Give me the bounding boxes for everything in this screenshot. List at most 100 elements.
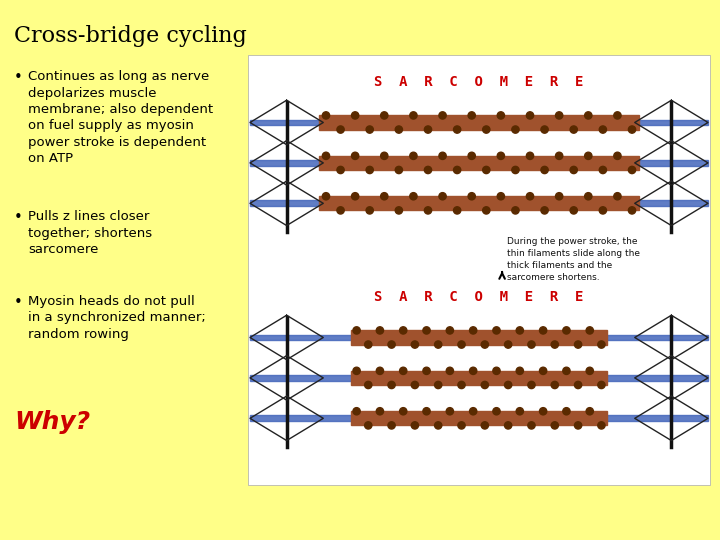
Text: Continues as long as nerve
depolarizes muscle
membrane; also dependent
on fuel s: Continues as long as nerve depolarizes m…: [28, 70, 213, 165]
Circle shape: [505, 341, 512, 348]
Text: S  A  R  C  O  M  E  R  E: S A R C O M E R E: [374, 290, 584, 304]
Circle shape: [388, 341, 395, 348]
Bar: [319, 116, 639, 130]
Circle shape: [446, 367, 454, 374]
Text: •: •: [14, 210, 23, 225]
Circle shape: [381, 152, 388, 159]
Circle shape: [528, 422, 535, 429]
Circle shape: [586, 408, 593, 415]
Circle shape: [512, 126, 519, 133]
Circle shape: [435, 381, 442, 389]
Circle shape: [364, 341, 372, 348]
Circle shape: [446, 327, 454, 334]
Circle shape: [337, 126, 344, 133]
Circle shape: [337, 207, 344, 214]
Circle shape: [598, 341, 605, 348]
Bar: [250, 66, 708, 268]
Circle shape: [598, 422, 605, 429]
Circle shape: [526, 112, 534, 119]
Circle shape: [505, 381, 512, 389]
Text: Cross-bridge cycling: Cross-bridge cycling: [14, 25, 247, 47]
Circle shape: [351, 193, 359, 200]
Circle shape: [353, 327, 360, 334]
Circle shape: [575, 341, 582, 348]
Circle shape: [410, 112, 417, 119]
Circle shape: [585, 193, 592, 200]
Text: •: •: [14, 70, 23, 85]
Circle shape: [516, 367, 523, 374]
Circle shape: [377, 367, 384, 374]
Circle shape: [599, 207, 606, 214]
Circle shape: [381, 193, 388, 200]
Text: Pulls z lines closer
together; shortens
sarcomere: Pulls z lines closer together; shortens …: [28, 210, 152, 256]
Circle shape: [411, 341, 418, 348]
Circle shape: [435, 341, 442, 348]
Circle shape: [539, 408, 546, 415]
Bar: [250, 281, 708, 483]
Circle shape: [526, 152, 534, 159]
Circle shape: [629, 166, 636, 174]
Circle shape: [353, 367, 360, 374]
Circle shape: [377, 408, 384, 415]
Circle shape: [323, 193, 330, 200]
Circle shape: [498, 193, 505, 200]
Circle shape: [458, 381, 465, 389]
Circle shape: [381, 112, 388, 119]
Circle shape: [481, 341, 488, 348]
Circle shape: [468, 193, 475, 200]
Circle shape: [377, 327, 384, 334]
Text: Why?: Why?: [14, 410, 90, 434]
Circle shape: [411, 381, 418, 389]
Circle shape: [351, 152, 359, 159]
Bar: [470, 120, 708, 125]
Circle shape: [424, 126, 431, 133]
Circle shape: [481, 381, 488, 389]
Circle shape: [585, 152, 592, 159]
Circle shape: [469, 367, 477, 374]
Circle shape: [541, 126, 548, 133]
Bar: [250, 335, 516, 340]
Circle shape: [528, 381, 535, 389]
Text: During the power stroke, the
thin filaments slide along the
thick filaments and : During the power stroke, the thin filame…: [507, 237, 640, 282]
Circle shape: [551, 341, 559, 348]
Circle shape: [454, 126, 461, 133]
Circle shape: [493, 367, 500, 374]
Circle shape: [599, 126, 606, 133]
Bar: [319, 196, 639, 211]
Circle shape: [629, 126, 636, 133]
Circle shape: [323, 112, 330, 119]
Circle shape: [516, 327, 523, 334]
Circle shape: [435, 422, 442, 429]
Circle shape: [400, 408, 407, 415]
Circle shape: [551, 381, 559, 389]
Circle shape: [481, 422, 488, 429]
Circle shape: [423, 408, 430, 415]
Circle shape: [599, 166, 606, 174]
Bar: [250, 160, 488, 166]
Bar: [250, 120, 488, 125]
Circle shape: [493, 408, 500, 415]
Circle shape: [563, 327, 570, 334]
Circle shape: [556, 193, 563, 200]
Bar: [248, 55, 710, 485]
Circle shape: [395, 126, 402, 133]
Circle shape: [439, 152, 446, 159]
Text: S  A  R  C  O  M  E  R  E: S A R C O M E R E: [374, 75, 584, 89]
Circle shape: [439, 193, 446, 200]
Circle shape: [512, 166, 519, 174]
Circle shape: [364, 422, 372, 429]
Circle shape: [351, 112, 359, 119]
Circle shape: [539, 367, 546, 374]
Text: Myosin heads do not pull
in a synchronized manner;
random rowing: Myosin heads do not pull in a synchroniz…: [28, 295, 206, 341]
Circle shape: [614, 193, 621, 200]
Circle shape: [528, 341, 535, 348]
Bar: [319, 156, 639, 170]
Circle shape: [454, 207, 461, 214]
Circle shape: [469, 408, 477, 415]
Circle shape: [424, 207, 431, 214]
Circle shape: [364, 381, 372, 389]
Circle shape: [585, 112, 592, 119]
Circle shape: [323, 152, 330, 159]
Circle shape: [468, 152, 475, 159]
Circle shape: [388, 381, 395, 389]
